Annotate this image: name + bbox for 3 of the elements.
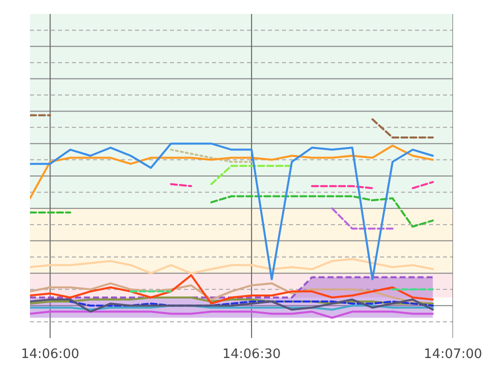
x-tick-label: 14:06:30: [222, 347, 281, 362]
x-tick-label: 14:06:00: [20, 347, 80, 362]
x-tick-label: 14:07:00: [424, 347, 482, 362]
